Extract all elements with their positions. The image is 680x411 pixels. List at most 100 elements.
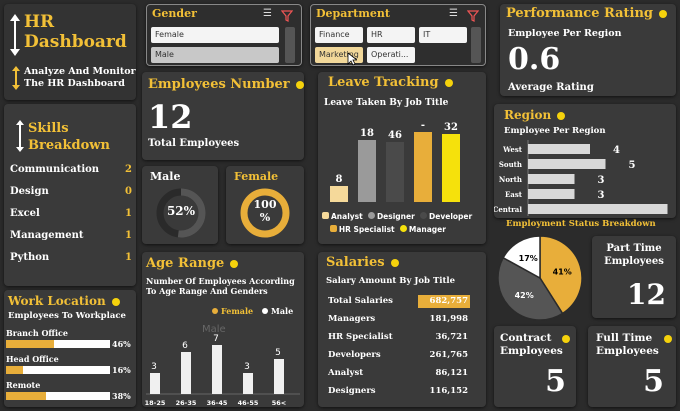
employees-number-title: Employees Number (148, 77, 304, 92)
indicator-dot-icon (562, 335, 570, 343)
age-bar-label: 7 (213, 334, 219, 344)
indicator-dot-icon (230, 259, 239, 268)
work-location-fill (6, 340, 54, 348)
legend-analyst: Analyst (322, 212, 363, 221)
salary-row: Designers 116,152 (328, 386, 468, 396)
age-legend-male: Male (262, 306, 293, 316)
age-bar-label: 6 (182, 341, 188, 351)
mouse-cursor-icon (347, 51, 359, 70)
dept-option-finance[interactable]: Finance (315, 27, 363, 43)
leave-bar (386, 142, 404, 202)
age-bar-label: 3 (244, 362, 250, 372)
age-bar (274, 359, 284, 394)
multi-select-icon[interactable]: ☰ (263, 8, 272, 19)
dashboard-subtitle: Analyze And Monitor The HR Dashboard (24, 66, 136, 89)
work-location-panel: Work Location Employees To Workplace Bra… (4, 290, 136, 407)
part-time-panel: Part Time Employees 12 (592, 236, 676, 318)
leave-bar-label: 18 (360, 128, 374, 139)
dashboard-arrow-icon (10, 14, 20, 56)
work-location-fill (6, 366, 23, 374)
region-tick-label: North (499, 175, 522, 184)
age-range-panel: Age Range Number Of Employees According T… (142, 252, 304, 407)
region-title: Region (504, 108, 566, 122)
slicer-scrollbar[interactable] (285, 27, 295, 63)
work-location-track (6, 366, 110, 374)
leave-bar-label: - (421, 120, 425, 131)
leave-bar-label: 46 (388, 130, 402, 141)
region-bar-label: 3 (598, 175, 605, 186)
dept-option-it[interactable]: IT (419, 27, 467, 43)
employees-number-value: 12 (148, 98, 193, 136)
employees-number-label: Total Employees (148, 138, 240, 149)
performance-title: Performance Rating (506, 6, 668, 21)
dept-option-operations[interactable]: Operati... (367, 47, 415, 63)
slicer-scrollbar[interactable] (471, 27, 481, 63)
skill-row: Management 1 (10, 230, 132, 241)
clear-filter-icon[interactable] (466, 7, 480, 26)
total-salaries-highlight (418, 295, 470, 308)
salary-row: HR Specialist 36,721 (328, 332, 468, 342)
region-bar (528, 144, 590, 154)
status-pie-slice (497, 256, 564, 321)
indicator-dot-icon (659, 9, 668, 18)
indicator-dot-icon (390, 258, 399, 267)
contract-title: Contract Employees (500, 332, 563, 357)
leave-subtitle: Leave Taken By Job Title (324, 98, 449, 108)
skill-row: Communication 2 (10, 164, 132, 175)
full-time-panel: Full Time Employees 5 (588, 326, 676, 407)
dept-option-hr[interactable]: HR (367, 27, 415, 43)
region-panel: Region Employee Per Region West 4 South 5 No… (494, 104, 676, 218)
subtitle-arrow-icon (12, 66, 20, 94)
leave-tracking-panel: Leave Tracking Leave Taken By Job Title … (318, 72, 486, 244)
leave-chart: 8 18 46 - 32 (330, 120, 460, 202)
age-range-chart: 3 18-25 6 26-35 7 36-45 3 46-55 5 56< (145, 334, 300, 407)
leave-bar (442, 134, 460, 202)
age-tick-label: 46-55 (238, 399, 259, 407)
leave-bar (358, 140, 376, 202)
age-range-title: Age Range (146, 256, 239, 271)
region-bar-label: 5 (629, 160, 636, 171)
work-location-label: Head Office (6, 354, 59, 364)
skills-arrow-icon (16, 120, 24, 156)
skills-panel: Skills Breakdown Communication 2 Design 0 E… (4, 104, 136, 286)
performance-subtitle: Employee Per Region (508, 28, 622, 39)
age-bar-label: 3 (151, 362, 157, 372)
indicator-dot-icon (664, 335, 672, 343)
contract-value: 5 (545, 364, 566, 399)
status-pie-slice (502, 235, 541, 280)
work-location-value: 46% (112, 339, 131, 349)
region-tick-label: South (499, 160, 522, 169)
age-range-subtitle: Number Of Employees According To Age Rang… (146, 276, 295, 296)
work-location-label: Remote (6, 380, 41, 390)
salaries-subtitle: Salary Amount By Job Title (326, 276, 456, 286)
legend-developer: Developer (420, 212, 472, 221)
performance-value: 0.6 (508, 42, 561, 77)
leave-bar (330, 186, 348, 202)
male-panel: Male 52% (142, 166, 218, 244)
leave-bar (414, 132, 432, 202)
performance-label: Average Rating (508, 82, 594, 93)
age-bar (212, 345, 222, 394)
clear-filter-icon[interactable] (280, 7, 294, 26)
leave-bar-label: 8 (336, 174, 343, 185)
skill-row: Excel 1 (10, 208, 132, 219)
salaries-title: Salaries (326, 255, 399, 270)
leave-bar-label: 32 (444, 122, 458, 133)
gender-option-female[interactable]: Female (151, 27, 279, 43)
multi-select-icon[interactable]: ☰ (449, 8, 458, 19)
work-location-label: Branch Office (6, 328, 68, 338)
part-time-value: 12 (627, 278, 666, 311)
region-bar (528, 174, 575, 184)
indicator-dot-icon (295, 80, 304, 89)
region-bar-label: 3 (598, 190, 605, 201)
age-watermark: Male (202, 324, 226, 335)
indicator-dot-icon (111, 297, 120, 306)
male-percentage: 52% (166, 204, 196, 218)
region-bar (528, 159, 606, 169)
region-bar (528, 189, 575, 199)
indicator-dot-icon (444, 78, 453, 87)
department-slicer-title: Department (316, 7, 390, 20)
gender-slicer-title: Gender (152, 7, 197, 20)
gender-option-male[interactable]: Male (151, 47, 279, 63)
age-tick-label: 56< (272, 399, 287, 407)
